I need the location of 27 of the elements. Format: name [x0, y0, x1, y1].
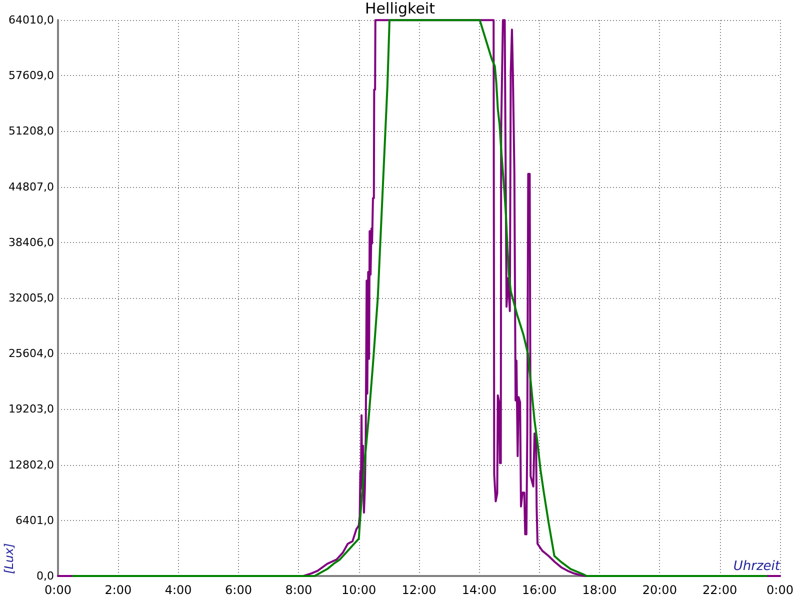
- x-tick-label: 4:00: [164, 583, 192, 597]
- y-axis-title: [Lux]: [2, 542, 16, 574]
- x-tick-label: 10:00: [342, 583, 376, 597]
- y-tick-label: 38406,0: [8, 236, 54, 249]
- y-tick-label: 19203,0: [8, 402, 54, 416]
- x-tick-label: 12:00: [402, 583, 436, 597]
- x-tick-label: 0:00: [44, 583, 72, 597]
- y-tick-label: 6401,0: [16, 514, 54, 527]
- x-tick-label: 6:00: [225, 583, 252, 597]
- x-tick-label: 14:00: [462, 583, 496, 597]
- y-tick-label: 0,0: [36, 570, 54, 582]
- y-tick-label: 25604,0: [8, 347, 54, 360]
- y-tick-label: 51208,0: [8, 124, 54, 138]
- x-tick-label: 18:00: [582, 583, 617, 597]
- x-tick-label: 0:00: [766, 583, 794, 597]
- y-tick-label: 44807,0: [8, 180, 54, 194]
- x-tick-label: 8:00: [285, 583, 312, 597]
- y-tick-label: 32005,0: [8, 292, 54, 304]
- y-tick-label: 64010,0: [8, 14, 54, 26]
- y-tick-label: 57609,0: [8, 69, 54, 82]
- chart-title: Helligkeit: [365, 0, 436, 18]
- x-tick-label: 22:00: [702, 583, 738, 597]
- x-tick-label: 20:00: [642, 583, 677, 597]
- y-tick-label: 12802,0: [8, 458, 54, 472]
- x-axis-title: Uhrzeit: [733, 559, 781, 574]
- x-tick-label: 2:00: [104, 583, 132, 597]
- x-tick-label: 16:00: [522, 583, 557, 597]
